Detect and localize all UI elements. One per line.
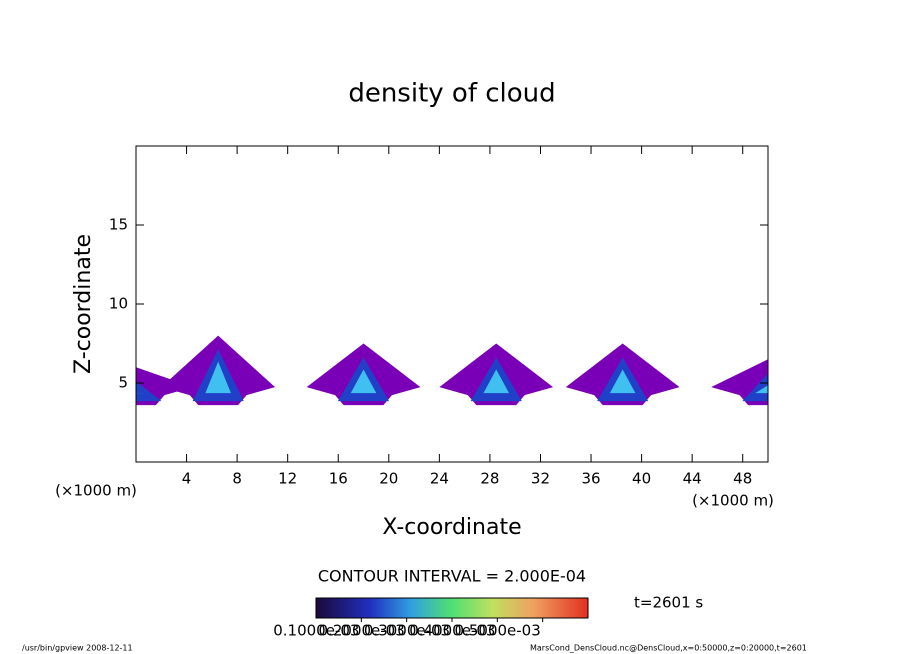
- x-tick-label: 16: [329, 470, 348, 488]
- colorbar-label: 0.5000e-03: [455, 622, 541, 640]
- x-tick-label: 48: [733, 470, 752, 488]
- x-tick-label: 24: [430, 470, 449, 488]
- time-label: t=2601 s: [634, 594, 703, 612]
- y-tick-label: 5: [118, 374, 128, 392]
- x-tick-label: 40: [632, 470, 651, 488]
- contour-interval: CONTOUR INTERVAL = 2.000E-04: [318, 567, 586, 586]
- contour-field: [136, 335, 768, 406]
- cloud-inner: [136, 381, 162, 402]
- y-tick-label: 10: [109, 295, 128, 313]
- footer: /usr/bin/gpview 2008-12-11: [22, 644, 133, 653]
- x-unit: (×1000 m): [55, 482, 137, 500]
- x-tick-label: 36: [581, 470, 600, 488]
- plot-frame: [135, 145, 769, 463]
- cloud-core: [205, 361, 231, 394]
- colorbar-label: 0.3000e-03: [364, 622, 450, 640]
- x-tick-label: 44: [683, 470, 702, 488]
- colorbar: [315, 597, 589, 619]
- y-axis-label: Z-coordinate: [71, 234, 96, 374]
- cloud-core: [755, 385, 768, 394]
- cloud-inner: [742, 373, 768, 402]
- x-tick-label: 32: [531, 470, 550, 488]
- x-tick-label: 8: [232, 470, 242, 488]
- colorbar-label: 0.2000e-03: [319, 622, 405, 640]
- y-tick-label: 15: [109, 216, 128, 234]
- x-tick-label: 20: [379, 470, 398, 488]
- x-tick-label: 28: [480, 470, 499, 488]
- cloud-core: [350, 369, 377, 394]
- cloud-core: [609, 369, 636, 394]
- x-tick-label: 4: [182, 470, 192, 488]
- x-axis-label: X-coordinate: [382, 515, 521, 540]
- footer: MarsCond_DensCloud.nc@DensCloud,x=0:5000…: [530, 644, 807, 653]
- colorbar-label: 0.4000e-03: [409, 622, 495, 640]
- chart-title: density of cloud: [348, 79, 555, 109]
- x-tick-label: 12: [278, 470, 297, 488]
- cloud-core: [483, 369, 510, 394]
- colorbar-label: 0.1000e-03: [273, 622, 359, 640]
- x-unit: (×1000 m): [692, 492, 774, 510]
